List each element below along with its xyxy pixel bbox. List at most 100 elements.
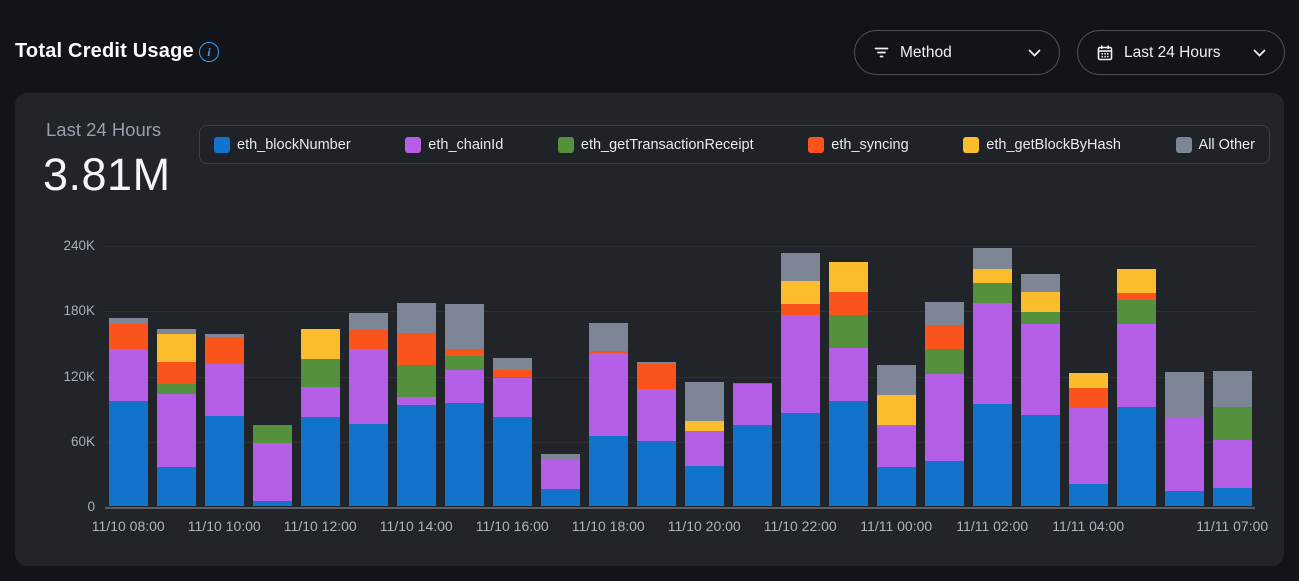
stacked-bar[interactable] — [925, 245, 964, 506]
stacked-bar[interactable] — [541, 245, 580, 506]
bar-segment[interactable] — [829, 348, 868, 402]
bar-segment[interactable] — [493, 370, 532, 377]
bar-segment[interactable] — [781, 413, 820, 506]
bar-segment[interactable] — [301, 386, 340, 417]
stacked-bar[interactable] — [589, 245, 628, 506]
bar-segment[interactable] — [301, 416, 340, 506]
legend-item[interactable]: eth_syncing — [808, 136, 909, 153]
bar-segment[interactable] — [301, 359, 340, 387]
bar-segment[interactable] — [685, 421, 724, 431]
bar-segment[interactable] — [157, 329, 196, 335]
stacked-bar[interactable] — [973, 245, 1012, 506]
stacked-bar[interactable] — [493, 245, 532, 506]
bar-segment[interactable] — [589, 352, 628, 437]
legend-item[interactable]: eth_blockNumber — [214, 136, 351, 153]
bar-segment[interactable] — [1213, 440, 1252, 488]
bar-segment[interactable] — [157, 384, 196, 394]
bar-segment[interactable] — [685, 382, 724, 422]
bar-segment[interactable] — [397, 396, 436, 405]
bar-segment[interactable] — [493, 357, 532, 371]
stacked-bar[interactable] — [829, 245, 868, 506]
bar-segment[interactable] — [925, 349, 964, 374]
bar-segment[interactable] — [973, 403, 1012, 506]
bar-segment[interactable] — [349, 312, 388, 331]
info-icon[interactable]: i — [199, 42, 219, 62]
bar-segment[interactable] — [1021, 415, 1060, 506]
bar-segment[interactable] — [1213, 487, 1252, 506]
bar-segment[interactable] — [109, 401, 148, 506]
bar-segment[interactable] — [829, 261, 868, 292]
bar-segment[interactable] — [157, 334, 196, 362]
bar-segment[interactable] — [973, 303, 1012, 404]
bar-segment[interactable] — [1117, 293, 1156, 301]
date-range-dropdown[interactable]: Last 24 Hours — [1077, 30, 1285, 75]
bar-segment[interactable] — [829, 401, 868, 506]
bar-segment[interactable] — [1021, 291, 1060, 312]
bar-segment[interactable] — [157, 467, 196, 506]
legend-item[interactable]: eth_getBlockByHash — [963, 136, 1121, 153]
bar-segment[interactable] — [973, 248, 1012, 270]
legend-item[interactable]: All Other — [1175, 136, 1255, 153]
bar-segment[interactable] — [445, 349, 484, 356]
bar-segment[interactable] — [589, 323, 628, 352]
bar-segment[interactable] — [685, 465, 724, 506]
bar-segment[interactable] — [877, 394, 916, 425]
stacked-bar[interactable] — [733, 245, 772, 506]
stacked-bar[interactable] — [1165, 245, 1204, 506]
bar-segment[interactable] — [205, 337, 244, 365]
bar-segment[interactable] — [1165, 371, 1204, 417]
bar-segment[interactable] — [253, 443, 292, 501]
bar-segment[interactable] — [637, 440, 676, 506]
bar-segment[interactable] — [733, 424, 772, 506]
bar-segment[interactable] — [301, 329, 340, 360]
bar-segment[interactable] — [445, 402, 484, 506]
bar-segment[interactable] — [541, 489, 580, 506]
bar-segment[interactable] — [1213, 371, 1252, 408]
bar-segment[interactable] — [1021, 274, 1060, 292]
stacked-bar[interactable] — [349, 245, 388, 506]
bar-segment[interactable] — [1117, 268, 1156, 294]
bar-segment[interactable] — [157, 361, 196, 385]
stacked-bar[interactable] — [877, 245, 916, 506]
bar-segment[interactable] — [877, 364, 916, 395]
bar-segment[interactable] — [1117, 407, 1156, 506]
bar-segment[interactable] — [109, 318, 148, 325]
bar-segment[interactable] — [973, 269, 1012, 283]
stacked-bar[interactable] — [1069, 245, 1108, 506]
bar-segment[interactable] — [205, 334, 244, 338]
bar-segment[interactable] — [397, 332, 436, 366]
bar-segment[interactable] — [781, 315, 820, 414]
bar-segment[interactable] — [685, 430, 724, 466]
bar-segment[interactable] — [541, 453, 580, 461]
bar-segment[interactable] — [1069, 373, 1108, 389]
bar-segment[interactable] — [1069, 388, 1108, 409]
bar-segment[interactable] — [733, 384, 772, 425]
bar-segment[interactable] — [1165, 490, 1204, 506]
bar-segment[interactable] — [349, 330, 388, 349]
bar-segment[interactable] — [829, 314, 868, 349]
bar-segment[interactable] — [1021, 311, 1060, 325]
bar-segment[interactable] — [445, 355, 484, 371]
bar-segment[interactable] — [109, 324, 148, 350]
stacked-bar[interactable] — [1213, 245, 1252, 506]
stacked-bar[interactable] — [205, 245, 244, 506]
bar-segment[interactable] — [445, 303, 484, 350]
bar-segment[interactable] — [925, 460, 964, 506]
stacked-bar[interactable] — [157, 245, 196, 506]
stacked-bar[interactable] — [637, 245, 676, 506]
bar-segment[interactable] — [493, 417, 532, 506]
bar-segment[interactable] — [877, 425, 916, 468]
bar-segment[interactable] — [397, 404, 436, 506]
stacked-bar[interactable] — [109, 245, 148, 506]
bar-segment[interactable] — [973, 282, 1012, 304]
bar-segment[interactable] — [925, 325, 964, 350]
bar-segment[interactable] — [253, 424, 292, 444]
bar-segment[interactable] — [637, 362, 676, 365]
method-filter-dropdown[interactable]: Method — [854, 30, 1060, 75]
bar-segment[interactable] — [493, 376, 532, 379]
stacked-bar[interactable] — [781, 245, 820, 506]
bar-segment[interactable] — [349, 423, 388, 506]
bar-segment[interactable] — [1069, 408, 1108, 485]
bar-segment[interactable] — [781, 304, 820, 316]
bar-segment[interactable] — [205, 364, 244, 416]
